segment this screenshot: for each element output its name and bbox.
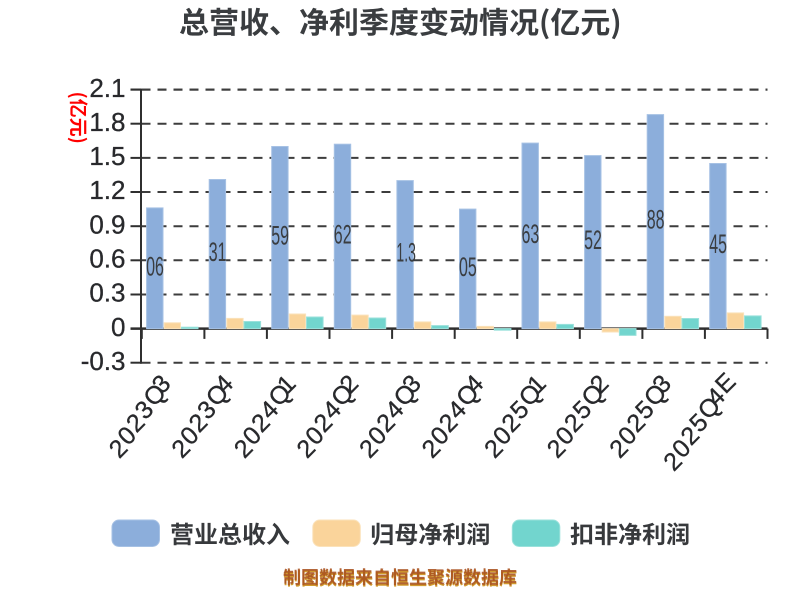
svg-text:0.6: 0.6 [89,244,125,274]
svg-text:59: 59 [271,221,289,251]
svg-text:06: 06 [146,251,164,281]
svg-text:52: 52 [584,225,602,255]
svg-text:45: 45 [709,229,727,259]
svg-text:0.3: 0.3 [89,278,125,308]
svg-text:0: 0 [111,312,125,342]
svg-text:1.3: 1.3 [396,238,416,268]
svg-text:05: 05 [459,252,477,282]
svg-text:2.1: 2.1 [89,73,125,103]
svg-text:1.2: 1.2 [89,175,125,205]
svg-text:1.5: 1.5 [89,141,125,171]
svg-text:63: 63 [522,219,540,249]
svg-text:1.8: 1.8 [89,107,125,137]
svg-text:88: 88 [647,205,665,235]
svg-text:-0.3: -0.3 [81,346,126,376]
svg-text:62: 62 [334,219,352,249]
svg-text:0.9: 0.9 [89,209,125,239]
svg-text:31: 31 [209,237,227,267]
